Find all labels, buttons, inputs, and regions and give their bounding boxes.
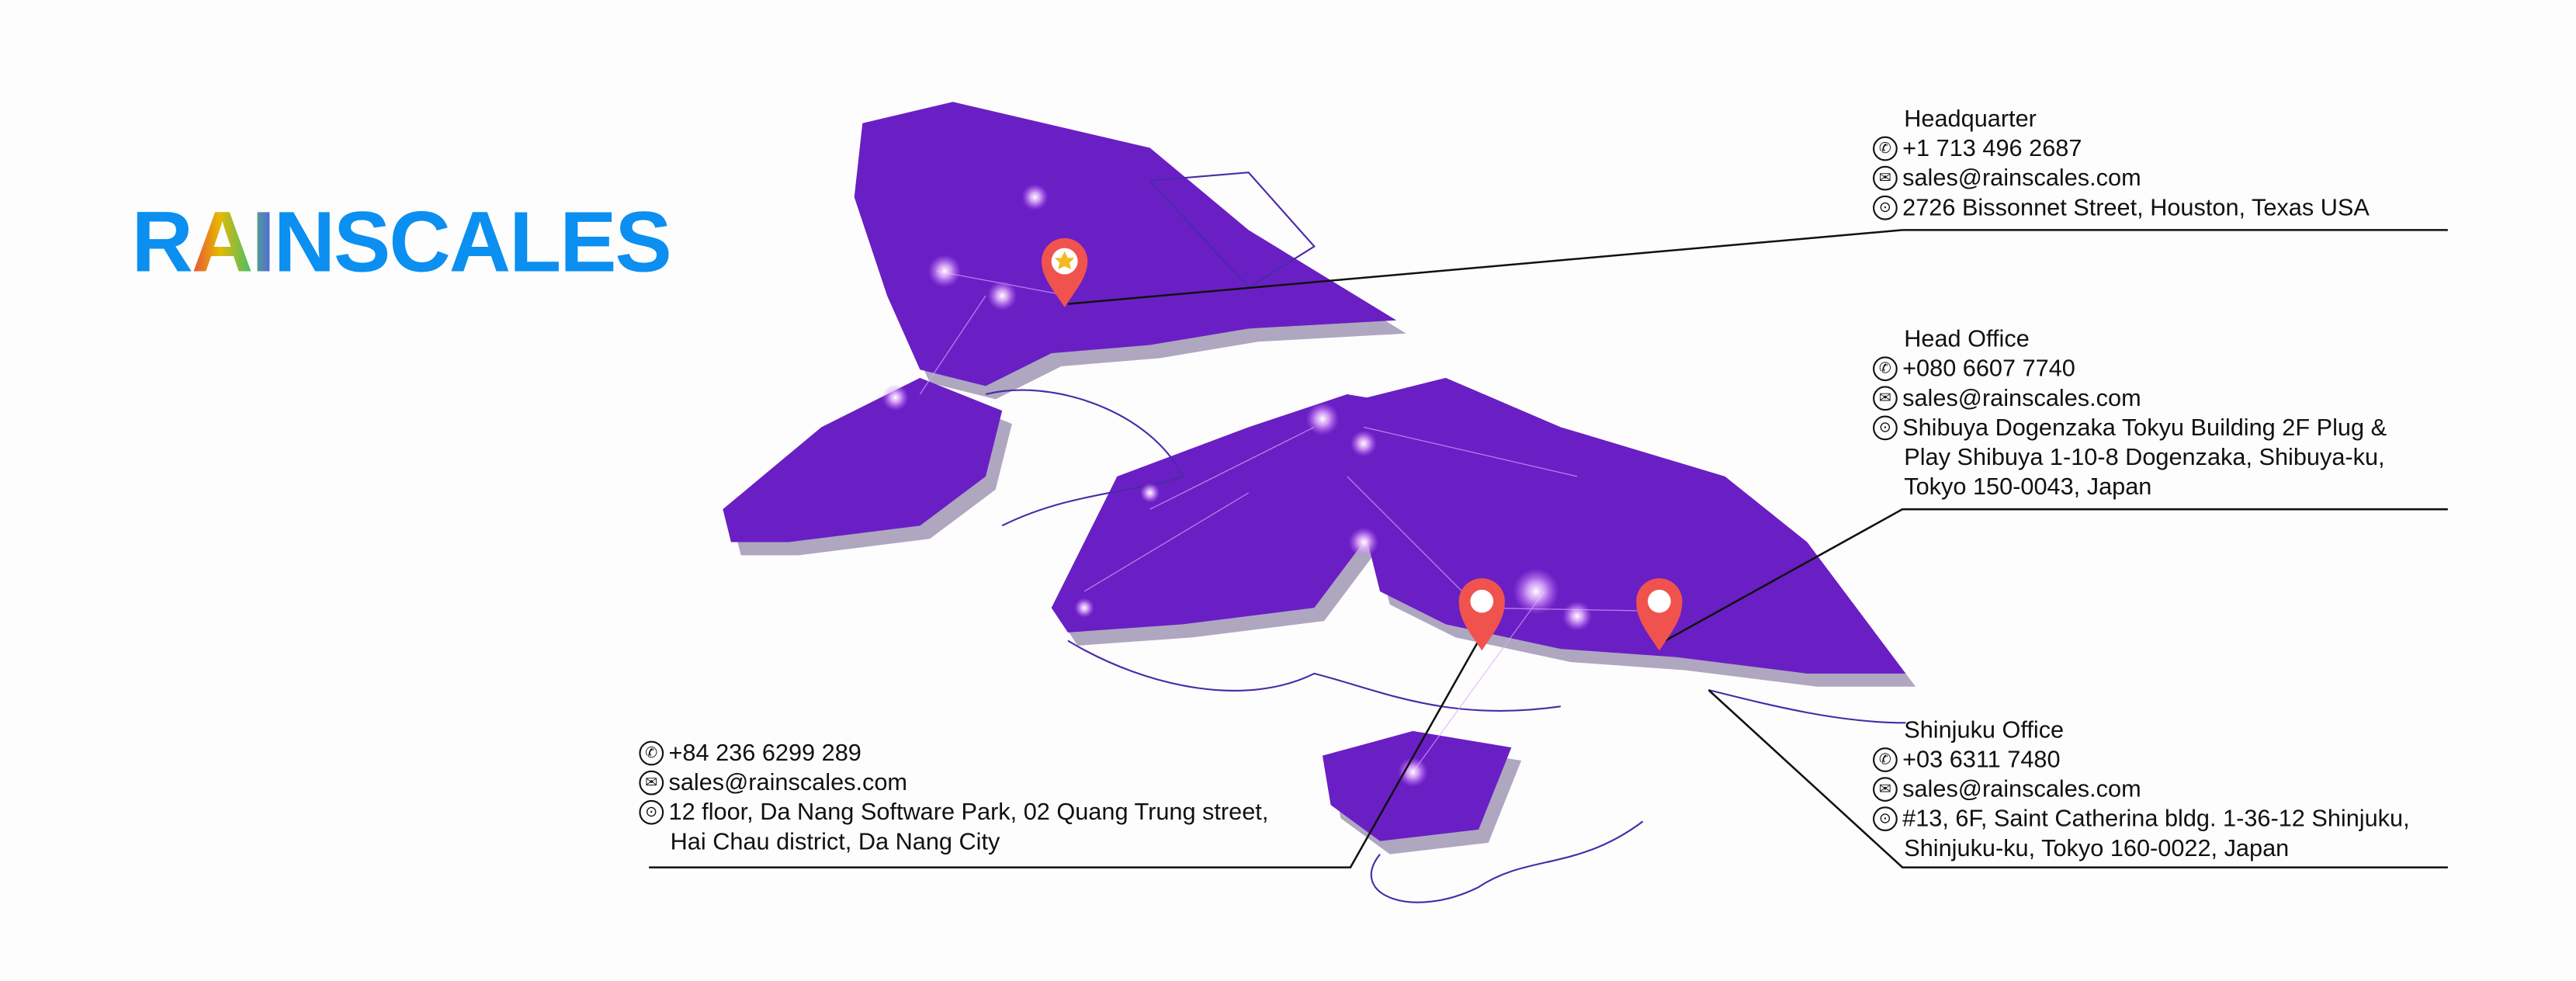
office-danang: ✆ +84 236 6299 289 ✉ sales@rainscales.com …: [639, 740, 1268, 858]
mail-icon: ✉: [1873, 386, 1898, 411]
logo-ai: AI: [191, 195, 276, 291]
danang-pin[interactable]: [1458, 578, 1505, 651]
map-pin-icon: [1636, 578, 1683, 651]
office-email[interactable]: sales@rainscales.com: [1902, 165, 2141, 192]
office-phone[interactable]: +080 6607 7740: [1902, 356, 2075, 383]
phone-icon: ✆: [1873, 136, 1898, 161]
office-title: Shinjuku Office: [1904, 717, 2065, 744]
mail-icon: ✉: [1873, 777, 1898, 802]
phone-icon: ✆: [1873, 356, 1898, 382]
leader-lines: [649, 229, 2448, 868]
location-pin-icon: ⊙: [1873, 806, 1898, 832]
leader-line-danang: [649, 640, 1480, 868]
office-email[interactable]: sales@rainscales.com: [1902, 777, 2141, 804]
office-address: #13, 6F, Saint Catherina bldg. 1-36-12 S…: [1902, 806, 2410, 834]
rainscales-logo: RAINSCALES: [131, 194, 672, 293]
office-phone[interactable]: +1 713 496 2687: [1902, 136, 2082, 163]
tokyo-pin[interactable]: [1636, 578, 1683, 651]
office-address-line: Hai Chau district, Da Nang City: [670, 829, 1000, 856]
phone-icon: ✆: [1873, 747, 1898, 772]
office-email[interactable]: sales@rainscales.com: [668, 770, 908, 797]
office-address-line: Play Shibuya 1-10-8 Dogenzaka, Shibuya-k…: [1904, 445, 2385, 472]
hq-pin[interactable]: [1041, 237, 1088, 307]
office-address: 2726 Bissonnet Street, Houston, Texas US…: [1902, 195, 2370, 222]
location-pin-icon: ⊙: [1873, 415, 1898, 441]
outline-coasts: [985, 172, 1906, 903]
office-email[interactable]: sales@rainscales.com: [1902, 386, 2141, 413]
location-pin-icon: ⊙: [1873, 195, 1898, 220]
leader-line-headquarter: [1067, 229, 2448, 305]
office-shinjuku: Shinjuku Office ✆ +03 6311 7480 ✉ sales@ra…: [1873, 716, 2410, 865]
phone-icon: ✆: [639, 740, 664, 766]
logo-r: R: [131, 195, 192, 291]
map-pin-icon: [1458, 578, 1505, 651]
office-address-line: Tokyo 150-0043, Japan: [1904, 474, 2152, 501]
office-address-line: Shinjuku-ku, Tokyo 160-0022, Japan: [1904, 836, 2290, 863]
leader-line-shinjuku: [1708, 689, 2448, 868]
office-phone[interactable]: +03 6311 7480: [1902, 747, 2061, 774]
network-nodes: [882, 184, 1593, 787]
south-america: [723, 377, 1003, 542]
north-america: [854, 102, 1397, 387]
office-head-office: Head Office ✆ +080 6607 7740 ✉ sales@rains…: [1873, 325, 2387, 503]
location-pin-icon: ⊙: [639, 799, 664, 825]
mail-icon: ✉: [1873, 165, 1898, 191]
office-address: 12 floor, Da Nang Software Park, 02 Quan…: [668, 799, 1269, 827]
logo-nscales: NSCALES: [273, 195, 672, 291]
office-title: Headquarter: [1904, 106, 2037, 133]
office-address: Shibuya Dogenzaka Tokyu Building 2F Plug…: [1902, 415, 2387, 442]
office-title: Head Office: [1904, 327, 2030, 354]
office-headquarter: Headquarter ✆ +1 713 496 2687 ✉ sales@rain…: [1873, 105, 2370, 223]
continents: [723, 102, 1906, 841]
asia: [1314, 377, 1906, 674]
office-phone[interactable]: +84 236 6299 289: [668, 740, 862, 768]
leader-line-head-office: [1659, 508, 2448, 645]
mail-icon: ✉: [639, 770, 664, 796]
